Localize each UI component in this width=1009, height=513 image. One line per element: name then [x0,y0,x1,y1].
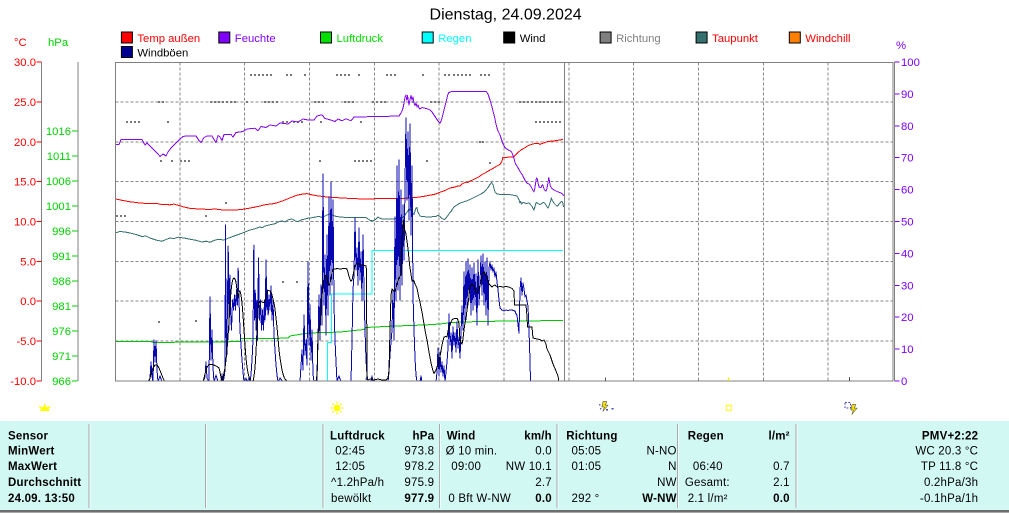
svg-text:100: 100 [901,57,920,69]
svg-text:Durchschnitt: Durchschnitt [8,477,81,489]
svg-text:Wind: Wind [520,33,546,45]
svg-text:40: 40 [901,248,914,260]
svg-text:996: 996 [52,226,71,238]
svg-text:Temp außen: Temp außen [137,33,200,45]
svg-text:977.9: 977.9 [404,493,434,505]
svg-text:60: 60 [901,185,914,197]
svg-text:hPa: hPa [412,431,434,443]
svg-text:N: N [668,461,677,473]
svg-text:MaxWert: MaxWert [8,461,57,473]
svg-text:981: 981 [52,301,71,313]
svg-text:10.0: 10.0 [14,217,36,229]
svg-text:02:45: 02:45 [335,446,365,458]
svg-text:09:00: 09:00 [451,461,481,473]
svg-text:0.7: 0.7 [773,461,790,473]
svg-text:Feuchte: Feuchte [235,33,276,45]
svg-text:0.0: 0.0 [535,493,552,505]
svg-text:2.7: 2.7 [535,477,552,489]
svg-text:991: 991 [52,251,71,263]
svg-text:12:05: 12:05 [335,461,365,473]
svg-text:0.0: 0.0 [535,446,552,458]
svg-text:%: % [896,40,906,52]
svg-text:Regen: Regen [688,431,724,443]
svg-text:90: 90 [901,89,914,101]
svg-text:1001: 1001 [46,201,71,213]
svg-text:Ø 10 min.: Ø 10 min. [446,446,498,458]
svg-text:20.0: 20.0 [14,137,36,149]
svg-text:0.2hPa/3h: 0.2hPa/3h [924,477,978,489]
svg-text:Gesamt:: Gesamt: [685,477,730,489]
svg-text:01:05: 01:05 [572,461,602,473]
svg-text:80: 80 [901,121,914,133]
svg-text:24.09. 13:50: 24.09. 13:50 [8,493,75,505]
svg-text:06:40: 06:40 [693,461,723,473]
svg-text:Richtung: Richtung [566,431,617,443]
svg-text:05:05: 05:05 [572,446,602,458]
svg-text:-5.0: -5.0 [17,336,36,348]
svg-text:W-NW: W-NW [642,493,676,505]
svg-text:5.0: 5.0 [20,256,36,268]
svg-text:30.0: 30.0 [14,57,36,69]
svg-text:°C: °C [14,37,27,49]
svg-text:975.9: 975.9 [404,477,434,489]
svg-text:1016: 1016 [46,126,71,138]
svg-text:WC 20.3 °C: WC 20.3 °C [915,446,978,458]
svg-text:Taupunkt: Taupunkt [712,33,759,45]
svg-text:971: 971 [52,351,71,363]
svg-text:Windböen: Windböen [137,48,188,60]
svg-text:-10.0: -10.0 [10,376,36,388]
svg-text:15.0: 15.0 [14,177,36,189]
svg-text:Richtung: Richtung [616,33,661,45]
svg-text:Wind: Wind [447,431,476,443]
svg-text:hPa: hPa [48,37,69,49]
svg-text:bewölkt: bewölkt [331,493,372,505]
svg-text:973.8: 973.8 [404,446,434,458]
svg-text:986: 986 [52,276,71,288]
svg-text:Sensor: Sensor [8,431,49,443]
svg-text:25.0: 25.0 [14,97,36,109]
svg-text:^1.2hPa/h: ^1.2hPa/h [331,477,384,489]
svg-text:292 °: 292 ° [572,493,600,505]
svg-text:976: 976 [52,326,71,338]
svg-text:NW 10.1: NW 10.1 [506,461,552,473]
svg-text:Windchill: Windchill [805,33,850,45]
svg-text:0.0: 0.0 [773,493,790,505]
svg-text:N-NO: N-NO [647,446,677,458]
svg-text:l/m²: l/m² [768,431,789,443]
svg-text:70: 70 [901,153,914,165]
svg-text:km/h: km/h [524,431,552,443]
svg-text:Regen: Regen [438,33,471,45]
svg-text:30: 30 [901,280,914,292]
svg-text:0.0: 0.0 [20,296,36,308]
svg-text:50: 50 [901,217,914,229]
svg-text:2.1: 2.1 [773,477,790,489]
svg-text:978.2: 978.2 [404,461,434,473]
svg-text:2.1 l/m²: 2.1 l/m² [688,493,728,505]
svg-text:1006: 1006 [46,176,71,188]
svg-text:966: 966 [52,376,71,388]
svg-text:-0.1hPa/1h: -0.1hPa/1h [920,493,978,505]
svg-text:MinWert: MinWert [8,446,55,458]
svg-text:0 Bft W-NW: 0 Bft W-NW [448,493,510,505]
svg-text:NW: NW [657,477,677,489]
svg-text:Dienstag, 24.09.2024: Dienstag, 24.09.2024 [430,7,582,24]
svg-text:Luftdruck: Luftdruck [337,33,384,45]
svg-text:20: 20 [901,312,914,324]
svg-text:10: 10 [901,344,914,356]
svg-text:PMV+2:22: PMV+2:22 [922,431,978,443]
svg-text:Luftdruck: Luftdruck [330,431,385,443]
svg-text:1011: 1011 [47,151,71,163]
svg-text:TP 11.8 °C: TP 11.8 °C [921,461,978,473]
svg-text:0: 0 [901,376,907,388]
